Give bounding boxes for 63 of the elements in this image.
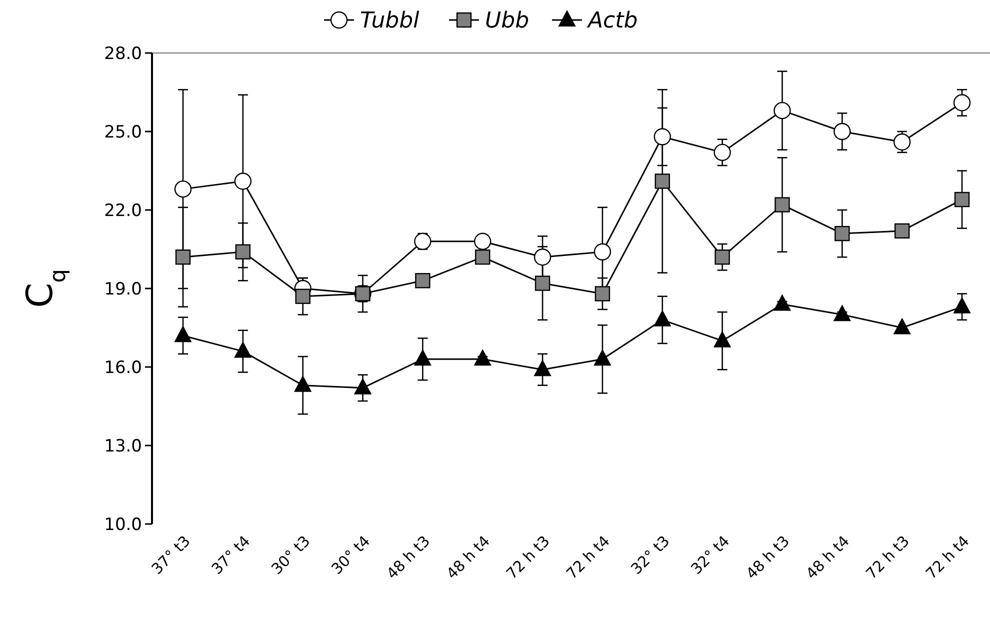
y-tick-label: 10.0	[104, 514, 142, 535]
point	[534, 276, 550, 291]
point	[235, 244, 251, 260]
point	[414, 350, 432, 366]
point	[594, 286, 610, 302]
point	[654, 174, 670, 189]
point	[295, 288, 310, 304]
point	[774, 102, 791, 120]
x-tick-label: 30° t4	[328, 532, 374, 578]
y-tick-label: 13.0	[104, 436, 142, 456]
x-tick-label: 37° t4	[208, 532, 254, 578]
point	[654, 128, 671, 146]
point	[594, 243, 612, 260]
x-tick-label: 72 h t3	[862, 532, 913, 583]
x-tick-label: 48 h t3	[382, 532, 434, 583]
point	[174, 180, 192, 198]
y-tick-label: 22.0	[104, 200, 142, 221]
x-tick-label: 32° t3	[627, 532, 674, 578]
x-tick-label: 32° t4	[687, 532, 734, 578]
point	[475, 250, 490, 265]
y-tick-label: 19.0	[104, 279, 142, 300]
point	[774, 294, 791, 311]
point	[834, 305, 851, 322]
point	[594, 350, 611, 366]
x-tick-label: 48 h t4	[442, 532, 494, 583]
point	[474, 232, 492, 250]
point	[834, 122, 851, 140]
point	[474, 350, 492, 366]
point	[893, 133, 911, 151]
point	[414, 232, 432, 250]
point	[714, 331, 731, 348]
point	[234, 172, 252, 190]
point	[234, 342, 252, 358]
point	[954, 192, 970, 208]
x-tick-label: 30° t3	[268, 532, 314, 578]
y-tick-label: 25.0	[104, 122, 142, 142]
point	[534, 360, 552, 376]
point	[774, 197, 790, 212]
point	[415, 273, 430, 288]
point	[294, 376, 312, 392]
point	[534, 248, 552, 266]
x-tick-label: 72 h t4	[562, 532, 614, 583]
point	[714, 250, 730, 265]
y-tick-label: 28.0	[104, 44, 142, 64]
point	[354, 378, 372, 394]
x-tick-label: 48 h t3	[742, 532, 794, 583]
x-tick-label: 48 h t4	[802, 532, 853, 583]
point	[894, 223, 910, 239]
x-tick-label: 37° t3	[148, 532, 194, 578]
legend-label: Tubbl	[360, 8, 420, 34]
x-tick-label: 72 h t3	[502, 532, 554, 583]
point	[894, 318, 911, 334]
legend-label: Actb	[586, 8, 638, 34]
point	[174, 326, 192, 342]
point	[175, 250, 191, 265]
point	[714, 144, 731, 162]
point	[834, 226, 850, 242]
x-tick-label: 72 h t4	[922, 532, 973, 583]
point	[954, 297, 970, 314]
y-tick-label: 16.0	[104, 358, 142, 378]
legend-label: Ubb	[485, 8, 530, 34]
point	[654, 310, 671, 326]
point	[953, 94, 971, 112]
